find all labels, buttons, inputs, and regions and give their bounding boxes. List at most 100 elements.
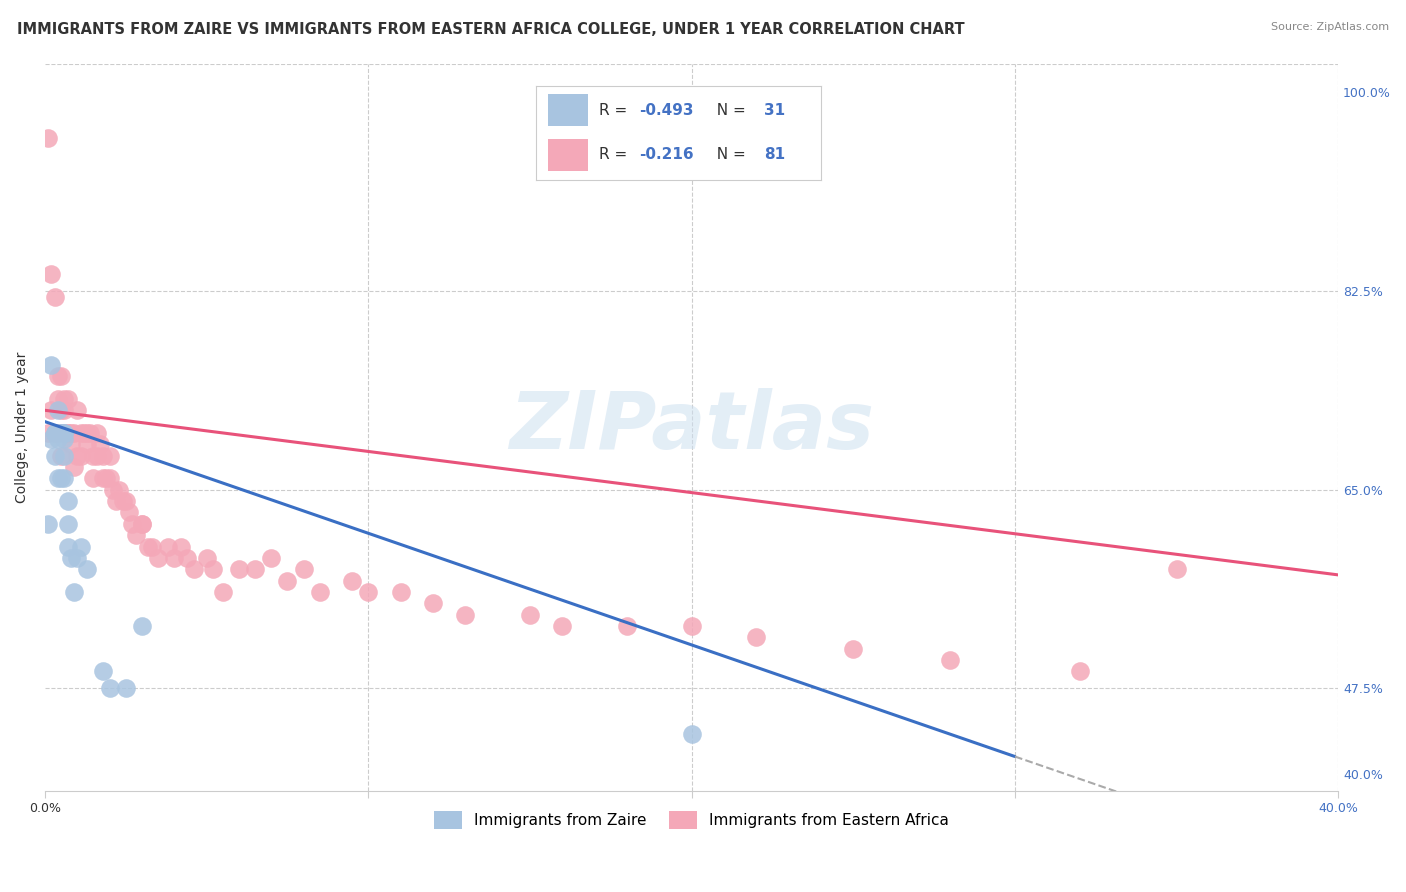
Point: [111, 494, 134, 508]
Point: [41, 403, 63, 417]
Point: [124, 528, 146, 542]
Point: [228, 562, 250, 576]
Point: [46, 432, 69, 446]
Point: [98, 681, 121, 696]
Point: [114, 681, 136, 696]
Point: [59, 437, 82, 451]
Point: [1069, 665, 1091, 679]
Point: [44, 425, 66, 440]
Point: [616, 619, 638, 633]
Point: [76, 425, 98, 440]
Point: [551, 619, 574, 633]
Point: [46, 369, 69, 384]
Point: [91, 665, 114, 679]
Point: [86, 449, 108, 463]
Point: [46, 392, 69, 406]
Point: [118, 506, 141, 520]
Point: [519, 607, 541, 622]
Point: [44, 425, 66, 440]
Point: [63, 425, 86, 440]
Point: [170, 540, 193, 554]
Point: [96, 471, 118, 485]
Point: [66, 449, 89, 463]
Point: [76, 562, 98, 576]
Point: [53, 425, 76, 440]
Point: [56, 494, 79, 508]
Point: [260, 550, 283, 565]
Point: [49, 471, 72, 485]
Point: [243, 562, 266, 576]
Point: [98, 471, 121, 485]
Point: [53, 425, 76, 440]
Point: [56, 540, 79, 554]
Point: [138, 540, 160, 554]
Point: [745, 631, 768, 645]
Point: [46, 471, 69, 485]
Point: [49, 425, 72, 440]
Point: [195, 550, 218, 565]
Point: [41, 358, 63, 372]
Point: [121, 516, 143, 531]
Point: [49, 425, 72, 440]
Point: [292, 562, 315, 576]
Point: [46, 403, 69, 417]
Point: [69, 449, 91, 463]
Point: [37, 425, 59, 440]
Point: [86, 425, 108, 440]
Point: [69, 540, 91, 554]
Point: [91, 471, 114, 485]
Point: [357, 585, 380, 599]
Point: [53, 403, 76, 417]
Text: 40.0%: 40.0%: [1319, 802, 1358, 814]
Point: [156, 540, 179, 554]
Point: [46, 425, 69, 440]
Point: [59, 425, 82, 440]
Point: [41, 432, 63, 446]
Point: [53, 425, 76, 440]
Point: [63, 460, 86, 475]
Y-axis label: College, Under 1 year: College, Under 1 year: [15, 351, 30, 503]
Point: [842, 641, 865, 656]
Point: [308, 585, 330, 599]
Point: [41, 267, 63, 281]
Point: [69, 425, 91, 440]
Point: [59, 550, 82, 565]
Point: [91, 449, 114, 463]
Point: [56, 425, 79, 440]
Point: [49, 425, 72, 440]
Point: [202, 562, 225, 576]
Point: [98, 449, 121, 463]
Point: [56, 392, 79, 406]
Point: [53, 432, 76, 446]
Point: [79, 425, 101, 440]
Point: [176, 550, 198, 565]
Point: [141, 540, 163, 554]
Point: [56, 425, 79, 440]
Point: [211, 585, 233, 599]
Point: [389, 585, 412, 599]
Point: [340, 574, 363, 588]
Point: [37, 516, 59, 531]
Point: [53, 392, 76, 406]
Point: [63, 585, 86, 599]
Text: Source: ZipAtlas.com: Source: ZipAtlas.com: [1271, 22, 1389, 32]
Point: [76, 437, 98, 451]
Point: [44, 425, 66, 440]
Point: [101, 483, 124, 497]
Point: [163, 550, 186, 565]
Point: [131, 619, 153, 633]
Point: [146, 550, 169, 565]
Point: [82, 471, 104, 485]
Point: [422, 596, 444, 610]
Point: [183, 562, 205, 576]
Point: [37, 131, 59, 145]
Point: [66, 550, 89, 565]
Point: [105, 494, 128, 508]
Point: [66, 403, 89, 417]
Point: [73, 425, 96, 440]
Point: [939, 653, 962, 667]
Point: [44, 449, 66, 463]
Point: [53, 471, 76, 485]
Point: [82, 449, 104, 463]
Point: [108, 483, 131, 497]
